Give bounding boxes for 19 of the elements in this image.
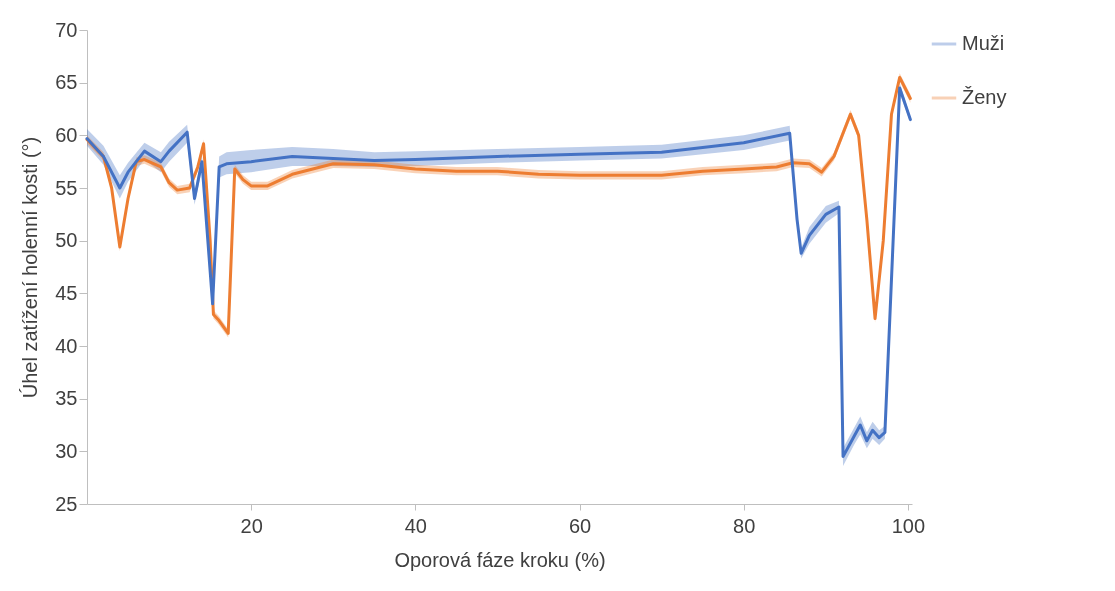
y-tick-label: 60 [55, 123, 78, 146]
legend-label: Muži [962, 32, 1005, 54]
x-tick-label: 20 [240, 514, 263, 537]
y-tick-label: 70 [55, 18, 78, 41]
x-axis-title: Oporová fáze kroku (%) [394, 548, 606, 571]
x-tick-label: 60 [568, 514, 592, 537]
y-tick-label: 30 [55, 439, 78, 462]
y-tick-label: 65 [55, 71, 78, 94]
y-tick-label: 45 [55, 281, 78, 304]
y-tick-label: 25 [55, 492, 78, 515]
x-tick-label: 40 [404, 514, 427, 537]
y-tick-label: 50 [55, 229, 78, 252]
y-tick-label: 40 [55, 334, 78, 357]
x-tick-label: 100 [891, 514, 926, 537]
y-tick-label: 55 [55, 176, 78, 199]
y-axis-title: Úhel zatížení holenní kosti (°) [19, 136, 42, 399]
legend-label: Ženy [962, 86, 1007, 108]
x-tick-label: 80 [733, 514, 756, 537]
y-tick-label: 35 [55, 387, 78, 410]
